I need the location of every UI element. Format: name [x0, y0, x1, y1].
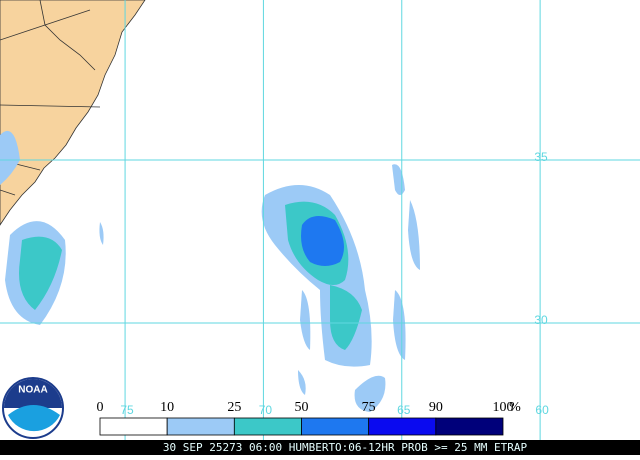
legend-label: 100 [493, 400, 514, 415]
legend-swatch [368, 417, 437, 436]
legend-swatch [435, 417, 504, 436]
probability-areas [0, 130, 420, 412]
legend-swatch [99, 417, 168, 436]
caption-bar [0, 440, 640, 455]
legend-unit: % [509, 400, 521, 415]
caption: 30 SEP 25273 06:00 HUMBERTO:06-12HR PROB… [163, 441, 528, 454]
legend-label: 75 [362, 400, 376, 415]
legend-label: 10 [160, 400, 174, 415]
lat-label: 35 [534, 150, 548, 164]
state-borders [0, 0, 101, 196]
legend-label: 50 [295, 400, 309, 415]
lat-label: 30 [534, 313, 548, 327]
legend-swatch [301, 417, 370, 436]
legend-swatch [166, 417, 235, 436]
lon-label: 60 [535, 403, 549, 417]
legend-label: 0 [97, 400, 104, 415]
legend-swatch [233, 417, 302, 436]
lon-label: 75 [120, 403, 134, 417]
legend-label: 25 [227, 400, 241, 415]
lon-label: 70 [259, 403, 273, 417]
legend-label: 90 [429, 400, 443, 415]
noaa-logo: NOAA [2, 377, 64, 439]
lon-label: 65 [397, 403, 411, 417]
logo-text: NOAA [18, 385, 47, 396]
